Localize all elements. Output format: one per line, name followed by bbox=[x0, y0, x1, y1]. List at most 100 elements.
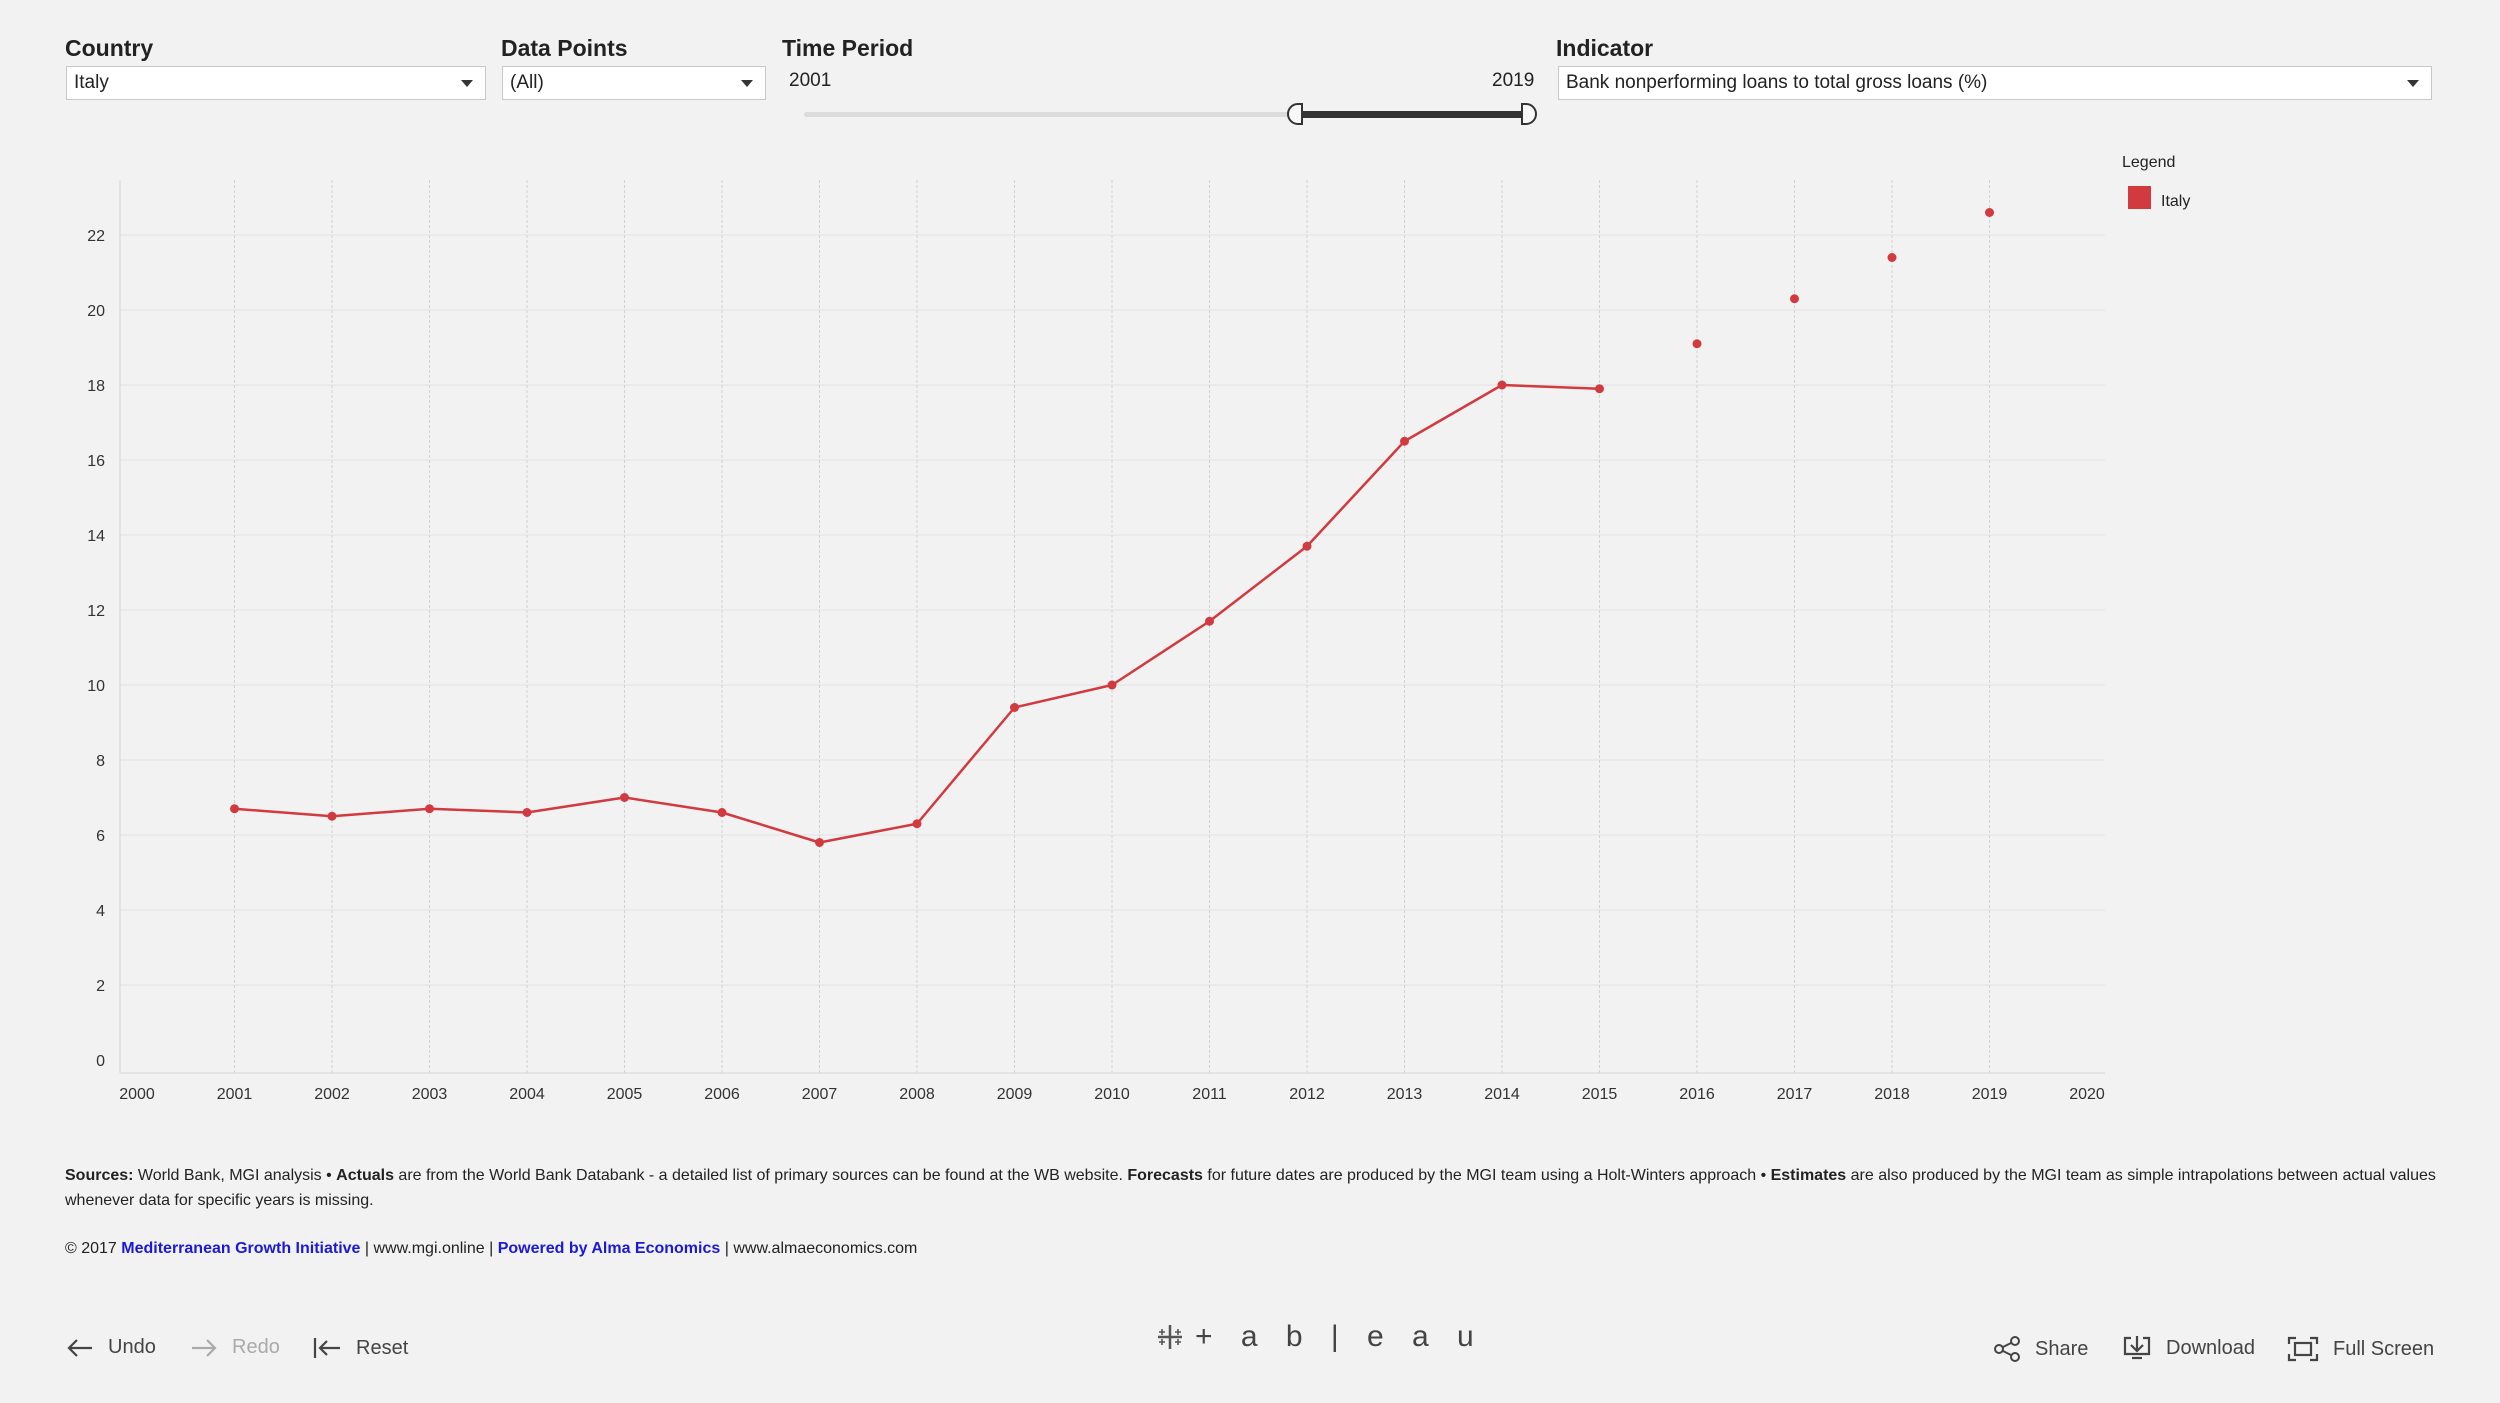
data-point-actual bbox=[1400, 436, 1409, 446]
data-point-forecast bbox=[1692, 339, 1702, 349]
time-period-filter-title: Time Period bbox=[782, 35, 914, 61]
x-tick-label: 2002 bbox=[314, 1086, 350, 1103]
time-period-slider-selection bbox=[1300, 111, 1528, 118]
data-point-actual bbox=[1107, 680, 1117, 690]
redo-label: Redo bbox=[232, 1336, 280, 1358]
alma-link[interactable]: Powered by Alma Economics bbox=[497, 1240, 721, 1257]
mgi-link[interactable]: Mediterranean Growth Initiative bbox=[121, 1240, 361, 1257]
data-point-forecast bbox=[1985, 208, 1994, 217]
estimates-label: Estimates bbox=[1770, 1167, 1847, 1184]
indicator-dropdown-value: Bank nonperforming loans to total gross … bbox=[1566, 72, 1988, 93]
data-point-actual bbox=[425, 804, 434, 814]
data-points-dropdown[interactable]: (All) bbox=[502, 66, 766, 100]
data-point-actual bbox=[815, 838, 824, 847]
data-point-actual bbox=[1595, 384, 1604, 394]
y-tick-label: 14 bbox=[87, 528, 105, 545]
download-label: Download bbox=[2166, 1336, 2255, 1359]
x-tick-label: 2017 bbox=[1777, 1086, 1813, 1103]
data-point-forecast bbox=[1887, 253, 1897, 262]
copyright-sep-2: | www.almaeconomics.com bbox=[720, 1240, 918, 1257]
y-tick-label: 20 bbox=[87, 303, 105, 320]
legend-label-italy[interactable]: Italy bbox=[2161, 193, 2191, 210]
time-period-end-handle[interactable] bbox=[1521, 103, 1537, 125]
share-button[interactable]: Share bbox=[1993, 1336, 2088, 1362]
data-point-actual bbox=[327, 811, 337, 821]
x-tick-label: 2012 bbox=[1289, 1086, 1325, 1103]
full-screen-label: Full Screen bbox=[2333, 1337, 2435, 1360]
y-tick-label: 4 bbox=[96, 903, 105, 920]
x-tick-label: 2003 bbox=[412, 1086, 448, 1103]
time-period-start-label: 2001 bbox=[789, 70, 832, 91]
time-period-end-label: 2019 bbox=[1492, 70, 1535, 91]
reset-icon bbox=[313, 1338, 340, 1358]
indicator-dropdown[interactable]: Bank nonperforming loans to total gross … bbox=[1558, 66, 2432, 100]
tableau-logo[interactable]: + a b | e a u bbox=[1155, 1320, 1484, 1354]
x-tick-label: 2004 bbox=[509, 1086, 545, 1103]
y-tick-label: 10 bbox=[87, 678, 105, 695]
line-chart: 0 2 4 6 8 10 12 14 16 18 20 22 2000 2001 2002 2003 2004 2… bbox=[87, 180, 2105, 1103]
series-line-italy bbox=[234, 383, 1600, 844]
x-tick-label: 2001 bbox=[217, 1086, 253, 1103]
forecasts-label: Forecasts bbox=[1127, 1167, 1203, 1184]
copyright-prefix: © 2017 bbox=[65, 1240, 122, 1257]
tableau-wordmark: + a b | e a u bbox=[1195, 1320, 1484, 1353]
share-label: Share bbox=[2035, 1337, 2089, 1360]
data-points-dropdown-value: (All) bbox=[510, 72, 544, 93]
undo-arrow-icon bbox=[67, 1338, 92, 1357]
data-point-actual bbox=[1010, 703, 1019, 712]
actuals-label: Actuals bbox=[336, 1167, 394, 1184]
sources-label: Sources: bbox=[65, 1167, 134, 1184]
full-screen-button[interactable]: Full Screen bbox=[2287, 1336, 2434, 1362]
legend-title: Legend bbox=[2122, 154, 2176, 171]
sources-note: Sources: World Bank, MGI analysis • Actu… bbox=[65, 1163, 2445, 1213]
y-tick-label: 8 bbox=[96, 753, 105, 770]
sources-text-2: are from the World Bank Databank - a det… bbox=[393, 1167, 1128, 1184]
x-tick-label: 2010 bbox=[1094, 1086, 1130, 1103]
copyright-line: © 2017 Mediterranean Growth Initiative |… bbox=[65, 1240, 917, 1258]
y-tick-label: 16 bbox=[87, 453, 105, 470]
data-point-actual bbox=[1497, 380, 1507, 390]
undo-label: Undo bbox=[108, 1336, 156, 1358]
legend-swatch-italy[interactable] bbox=[2128, 186, 2151, 209]
x-tick-label: 2007 bbox=[802, 1086, 838, 1103]
x-tick-label: 2009 bbox=[997, 1086, 1033, 1103]
reset-label: Reset bbox=[356, 1336, 409, 1359]
chevron-down-icon bbox=[741, 80, 753, 87]
sources-text-4: are also produced by the MGI team as sim… bbox=[65, 1167, 2436, 1209]
data-point-actual bbox=[230, 804, 239, 814]
data-point-actual bbox=[912, 819, 922, 829]
time-period-start-handle[interactable] bbox=[1287, 103, 1303, 125]
full-screen-icon bbox=[2287, 1336, 2319, 1362]
country-dropdown[interactable]: Italy bbox=[66, 66, 486, 100]
y-tick-label: 18 bbox=[87, 378, 105, 395]
indicator-filter-title: Indicator bbox=[1556, 35, 1654, 61]
data-points-filter-title: Data Points bbox=[501, 35, 628, 61]
tableau-cross-icon bbox=[1158, 1325, 1182, 1349]
data-point-actual bbox=[1302, 541, 1312, 551]
download-button[interactable]: Download bbox=[2122, 1334, 2255, 1362]
sources-text-1: World Bank, MGI analysis • bbox=[133, 1167, 337, 1184]
data-point-forecast bbox=[1790, 294, 1799, 304]
y-tick-label: 6 bbox=[96, 828, 105, 845]
x-tick-label: 2014 bbox=[1484, 1086, 1520, 1103]
x-tick-label: 2013 bbox=[1387, 1086, 1423, 1103]
reset-button[interactable]: Reset bbox=[312, 1336, 408, 1360]
undo-button[interactable]: Undo bbox=[66, 1336, 156, 1359]
time-period-slider-track[interactable] bbox=[804, 112, 1530, 117]
share-icon bbox=[1994, 1336, 2020, 1362]
x-tick-label: 2016 bbox=[1679, 1086, 1715, 1103]
data-point-actual bbox=[522, 808, 532, 817]
chevron-down-icon bbox=[2407, 80, 2419, 87]
redo-arrow-icon bbox=[192, 1338, 217, 1357]
redo-button[interactable]: Redo bbox=[190, 1336, 280, 1359]
download-icon bbox=[2123, 1336, 2151, 1360]
y-tick-label: 12 bbox=[87, 603, 105, 620]
x-tick-label: 2020 bbox=[2069, 1086, 2105, 1103]
country-dropdown-value: Italy bbox=[74, 72, 109, 93]
data-point-actual bbox=[717, 808, 727, 817]
x-tick-label: 2015 bbox=[1582, 1086, 1618, 1103]
x-tick-label: 2005 bbox=[607, 1086, 643, 1103]
data-point-actual bbox=[620, 793, 629, 802]
chevron-down-icon bbox=[461, 80, 473, 87]
y-tick-label: 2 bbox=[96, 978, 105, 995]
